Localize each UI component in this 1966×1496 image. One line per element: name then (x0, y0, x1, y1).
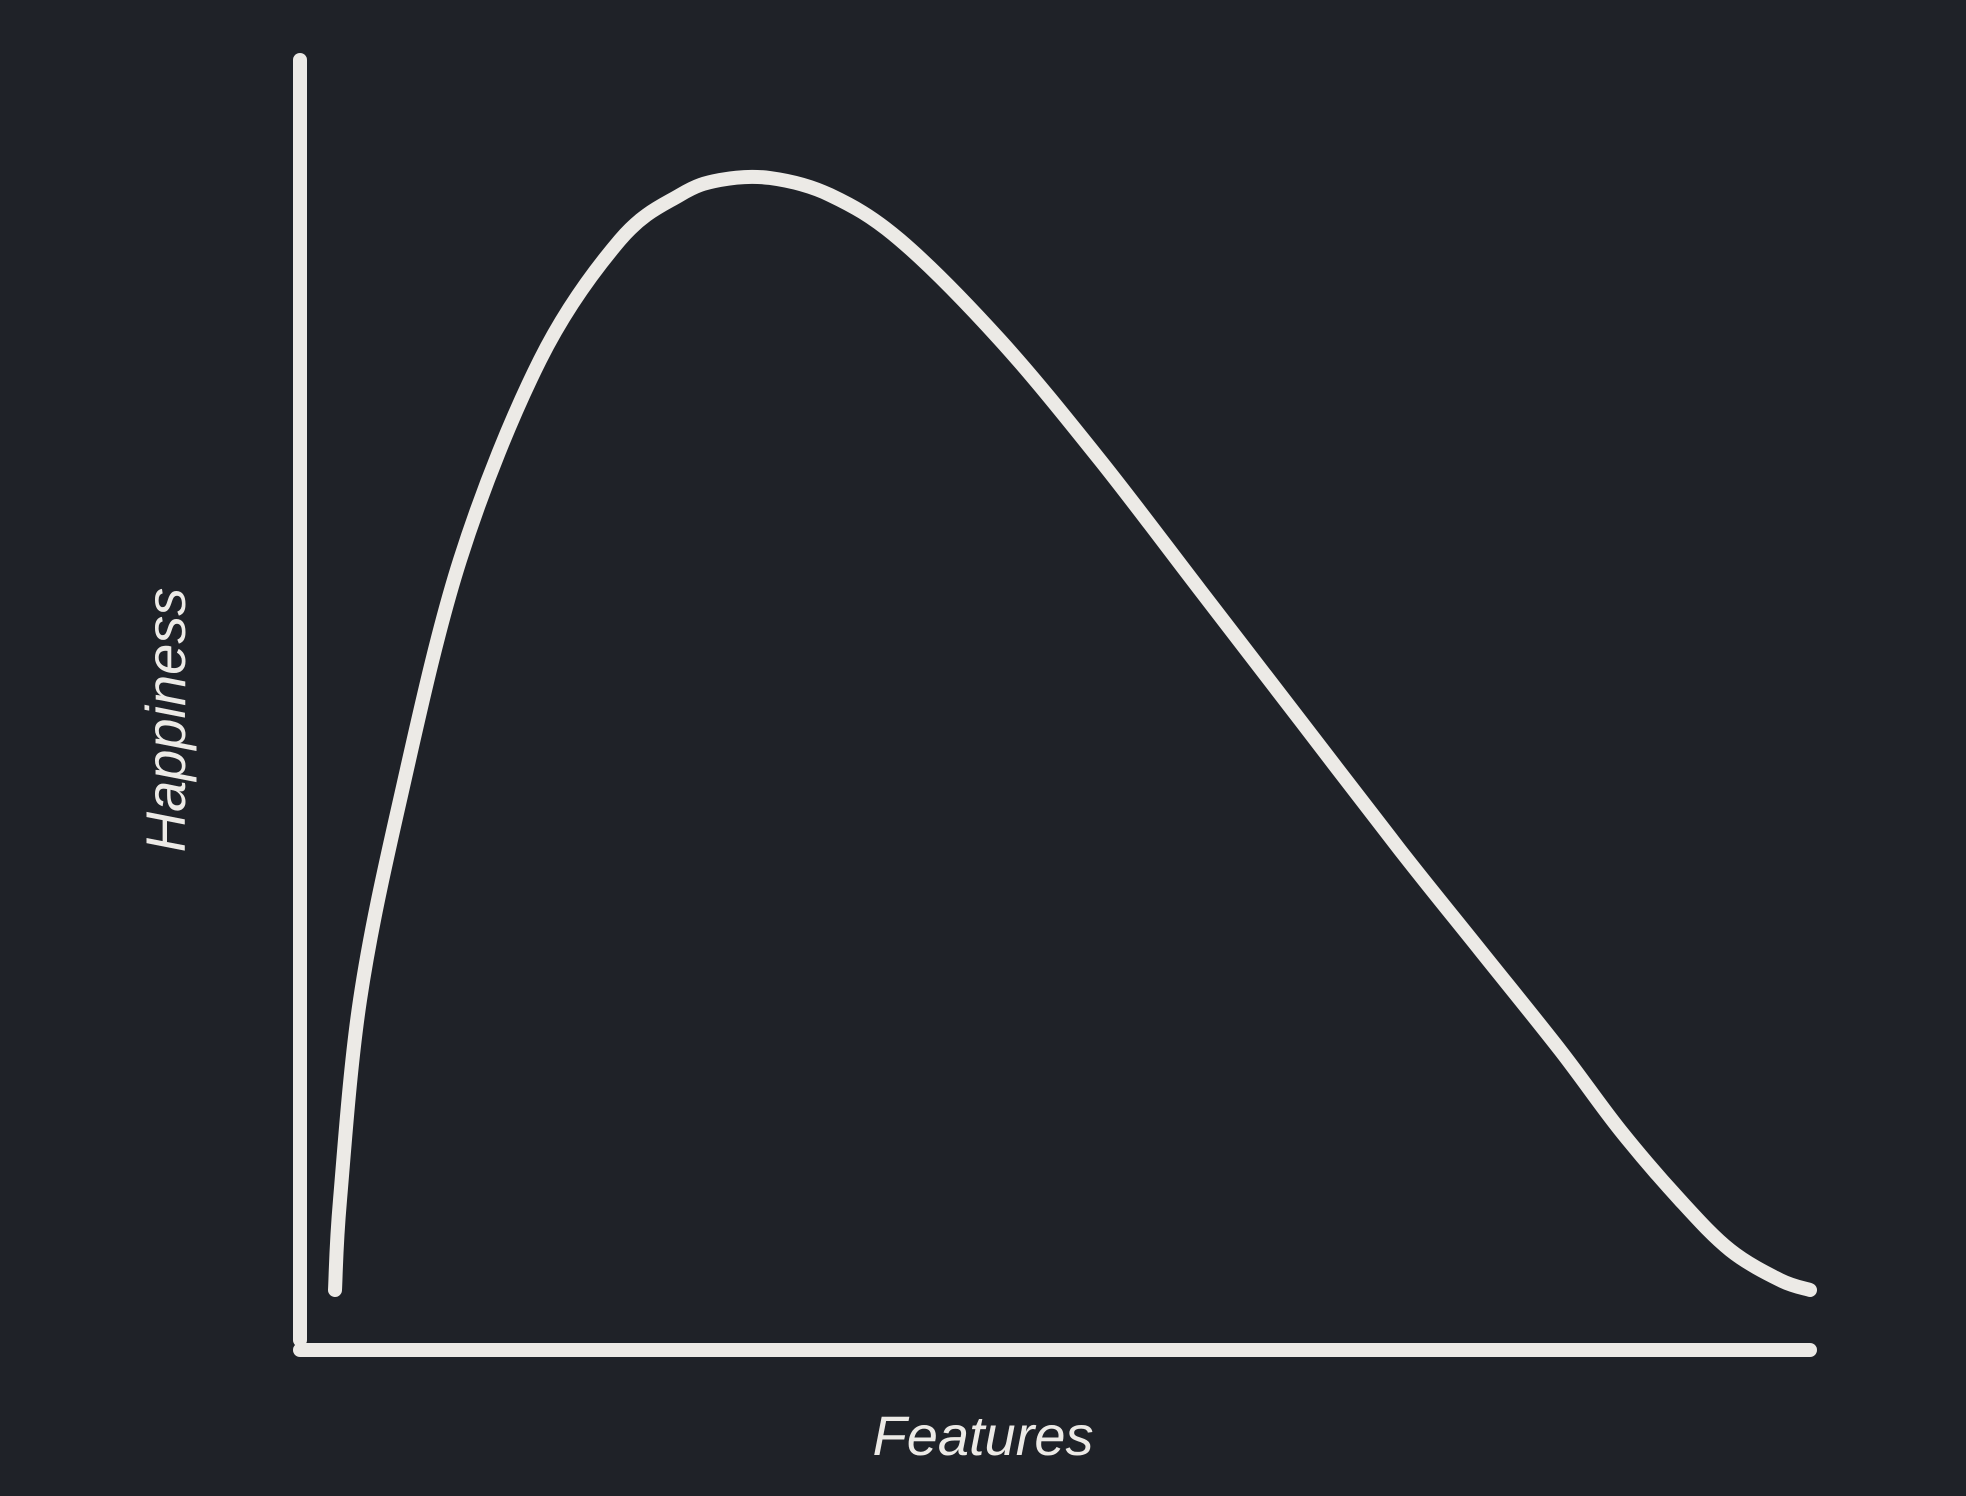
line-chart-svg: Features Happiness (0, 0, 1966, 1496)
x-axis-label: Features (873, 1404, 1094, 1467)
y-axis-label: Happiness (134, 588, 197, 853)
happiness-vs-features-chart: Features Happiness (0, 0, 1966, 1496)
